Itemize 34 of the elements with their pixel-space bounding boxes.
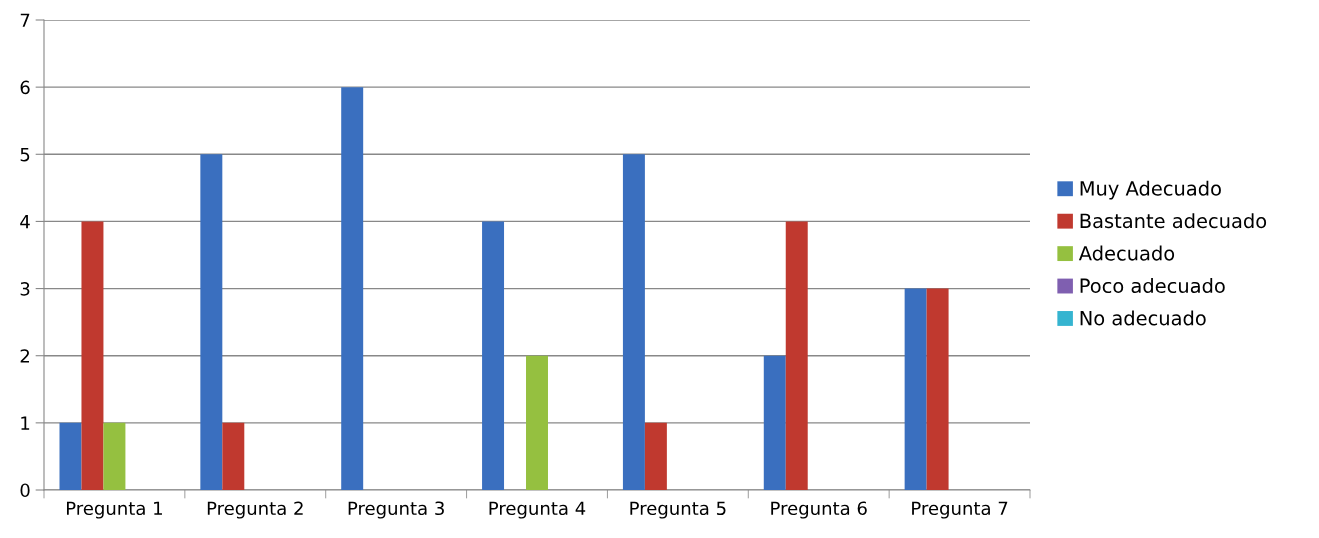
x-tick-label: Pregunta 2 — [207, 501, 303, 519]
y-tick-label: 6 — [20, 80, 30, 95]
bar — [81, 221, 104, 490]
y-tick-label: 2 — [20, 349, 29, 363]
bar — [644, 422, 667, 490]
bar — [904, 288, 927, 490]
bar — [59, 422, 82, 490]
y-tick-label: 3 — [20, 282, 30, 296]
y-tick-label: 0 — [20, 483, 30, 498]
x-tick-label: Pregunta 5 — [630, 501, 726, 519]
bar — [763, 355, 786, 490]
y-tick-label: 7 — [20, 13, 30, 27]
legend-label: Muy Adecuado — [1080, 180, 1221, 200]
x-tick-label: Pregunta 1 — [66, 501, 162, 519]
bar — [622, 154, 645, 490]
legend-label: Adecuado — [1078, 245, 1175, 261]
legend-label: No adecuado — [1080, 310, 1206, 326]
bar — [222, 422, 245, 490]
y-tick-label: 5 — [20, 147, 30, 162]
bar — [926, 288, 949, 490]
bar — [103, 422, 126, 490]
x-tick-label: Pregunta 3 — [348, 501, 444, 519]
bar — [785, 221, 808, 490]
bar — [526, 355, 548, 490]
y-tick-label: 4 — [20, 215, 30, 229]
x-tick-label: Pregunta 6 — [771, 501, 867, 519]
bar — [341, 87, 364, 490]
y-tick-label: 1 — [21, 416, 30, 430]
legend-label: Poco adecuado — [1080, 278, 1225, 294]
x-tick-label: Pregunta 4 — [489, 501, 586, 519]
legend-label: Bastante adecuado — [1080, 213, 1267, 229]
x-tick-label: Pregunta 7 — [912, 501, 1008, 519]
bar — [200, 154, 223, 490]
bar — [482, 221, 505, 490]
